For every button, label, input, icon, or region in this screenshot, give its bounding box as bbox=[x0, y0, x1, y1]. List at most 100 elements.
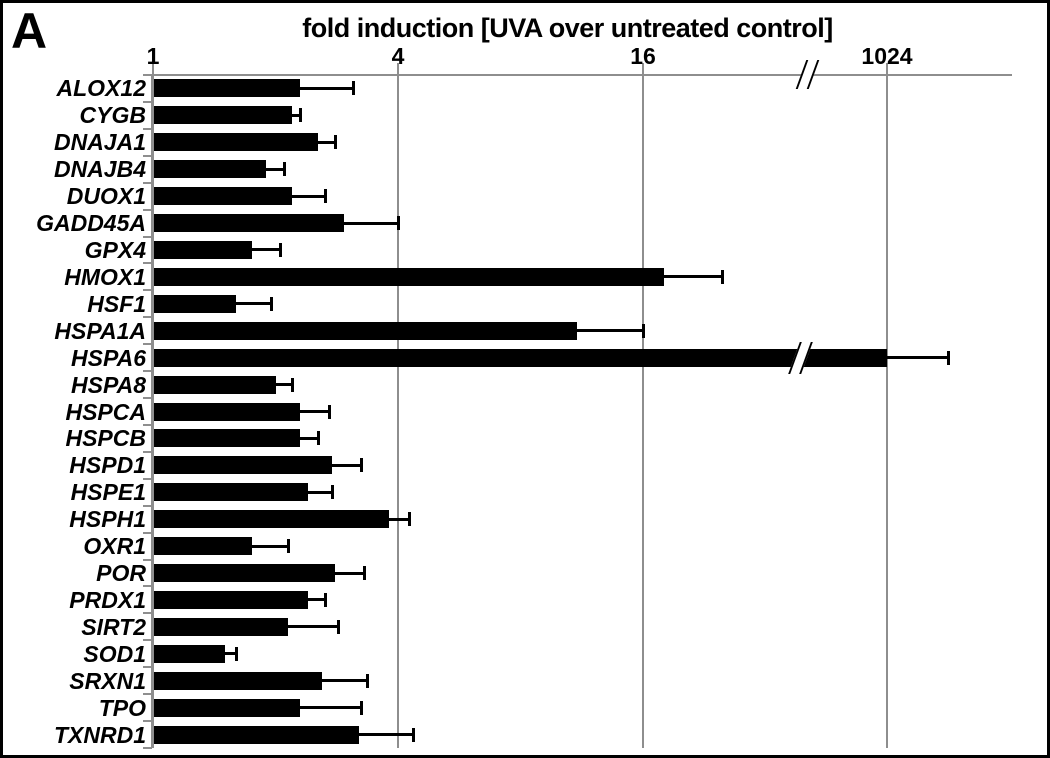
y-axis-tick bbox=[143, 585, 152, 588]
y-axis-tick bbox=[143, 531, 152, 534]
y-axis-tick bbox=[143, 316, 152, 319]
bar bbox=[154, 590, 308, 609]
y-category-label: HSPE1 bbox=[70, 479, 146, 506]
bar bbox=[154, 564, 335, 583]
panel-label: A bbox=[11, 3, 48, 59]
bar bbox=[154, 348, 887, 367]
error-bar-cap bbox=[351, 81, 355, 96]
bar bbox=[154, 537, 252, 556]
error-bar-cap bbox=[363, 566, 366, 581]
x-axis-tick bbox=[642, 63, 644, 81]
error-bar-line bbox=[266, 167, 285, 171]
error-bar-line bbox=[344, 221, 398, 225]
error-bar-line bbox=[358, 733, 413, 737]
chart-title: fold induction [UVA over untreated contr… bbox=[302, 13, 833, 43]
y-axis-tick bbox=[143, 154, 152, 157]
y-category-label: CYGB bbox=[79, 102, 146, 129]
x-gridline bbox=[886, 75, 888, 748]
y-axis-tick bbox=[143, 181, 152, 184]
y-category-label: POR bbox=[96, 560, 146, 587]
bar bbox=[154, 187, 293, 206]
bar bbox=[154, 698, 301, 717]
error-bar-line bbox=[887, 356, 949, 360]
y-axis-tick bbox=[143, 370, 152, 373]
error-bar-line bbox=[334, 571, 364, 575]
bar bbox=[154, 133, 319, 152]
y-axis-tick bbox=[143, 612, 152, 615]
error-bar-line bbox=[663, 275, 722, 279]
error-bar-cap bbox=[270, 296, 274, 311]
y-category-label: HSPA8 bbox=[71, 371, 146, 398]
bar bbox=[154, 456, 332, 475]
bar bbox=[154, 617, 289, 636]
y-category-label: TPO bbox=[98, 694, 146, 721]
y-axis-tick bbox=[143, 127, 152, 130]
error-bar-line bbox=[300, 436, 319, 440]
y-axis-tick bbox=[143, 397, 152, 400]
bar bbox=[154, 106, 293, 125]
bar bbox=[154, 402, 301, 421]
y-axis-tick bbox=[143, 289, 152, 292]
x-tick-label: 1024 bbox=[861, 43, 913, 69]
error-bar-line bbox=[576, 329, 643, 333]
bar bbox=[154, 321, 577, 340]
y-axis-tick bbox=[143, 666, 152, 669]
y-category-label: DUOX1 bbox=[66, 183, 146, 210]
error-bar-cap bbox=[330, 485, 334, 500]
y-axis-tick bbox=[143, 235, 152, 238]
y-axis-tick bbox=[143, 343, 152, 346]
error-bar-line bbox=[307, 598, 326, 602]
y-axis-tick bbox=[143, 208, 152, 211]
y-category-label: ALOX12 bbox=[56, 75, 146, 102]
bar bbox=[154, 375, 276, 394]
y-category-label: DNAJB4 bbox=[53, 156, 146, 183]
error-bar-line bbox=[321, 679, 367, 683]
x-axis-tick bbox=[152, 63, 154, 81]
error-bar-cap bbox=[287, 539, 291, 554]
y-category-label: HMOX1 bbox=[64, 263, 146, 290]
error-bar-line bbox=[251, 544, 289, 548]
y-axis-tick bbox=[143, 450, 152, 453]
error-bar-cap bbox=[947, 350, 951, 365]
error-bar-cap bbox=[278, 242, 282, 257]
y-category-label: TXNRD1 bbox=[53, 721, 146, 748]
y-axis-tick bbox=[143, 477, 152, 480]
error-bar-line bbox=[307, 490, 332, 494]
y-category-label: SRXN1 bbox=[69, 667, 146, 694]
error-bar-cap bbox=[299, 108, 303, 123]
y-axis-tick bbox=[143, 747, 152, 749]
error-bar-cap bbox=[327, 404, 331, 419]
error-bar-line bbox=[300, 706, 362, 710]
error-bar-line bbox=[318, 140, 335, 144]
error-bar-cap bbox=[317, 431, 321, 446]
bar bbox=[154, 214, 345, 233]
error-bar-line bbox=[224, 652, 237, 656]
error-bar-line bbox=[251, 248, 280, 252]
y-category-label: HSPD1 bbox=[69, 452, 146, 479]
y-category-label: GPX4 bbox=[84, 236, 146, 263]
y-category-label: SIRT2 bbox=[81, 613, 146, 640]
bar bbox=[154, 725, 359, 744]
error-bar-line bbox=[236, 302, 272, 306]
error-bar-cap bbox=[283, 162, 287, 177]
y-category-label: HSPCA bbox=[65, 398, 146, 425]
bar bbox=[154, 240, 252, 259]
bar bbox=[154, 644, 225, 663]
bar bbox=[154, 483, 308, 502]
error-bar-line bbox=[275, 383, 293, 387]
y-category-label: OXR1 bbox=[83, 533, 146, 560]
y-category-label: GADD45A bbox=[36, 210, 146, 237]
error-bar-cap bbox=[291, 377, 295, 392]
error-bar-line bbox=[292, 194, 326, 198]
bar bbox=[154, 79, 301, 98]
x-tick-label: 16 bbox=[630, 43, 656, 69]
x-gridline bbox=[152, 75, 154, 748]
error-bar-cap bbox=[235, 646, 239, 661]
y-axis-tick bbox=[143, 262, 152, 265]
error-bar-cap bbox=[360, 700, 364, 715]
error-bar-line bbox=[331, 463, 362, 467]
x-tick-label: 1 bbox=[146, 43, 160, 69]
y-category-label: PRDX1 bbox=[69, 586, 146, 613]
y-category-label: HSPA1A bbox=[54, 317, 146, 344]
